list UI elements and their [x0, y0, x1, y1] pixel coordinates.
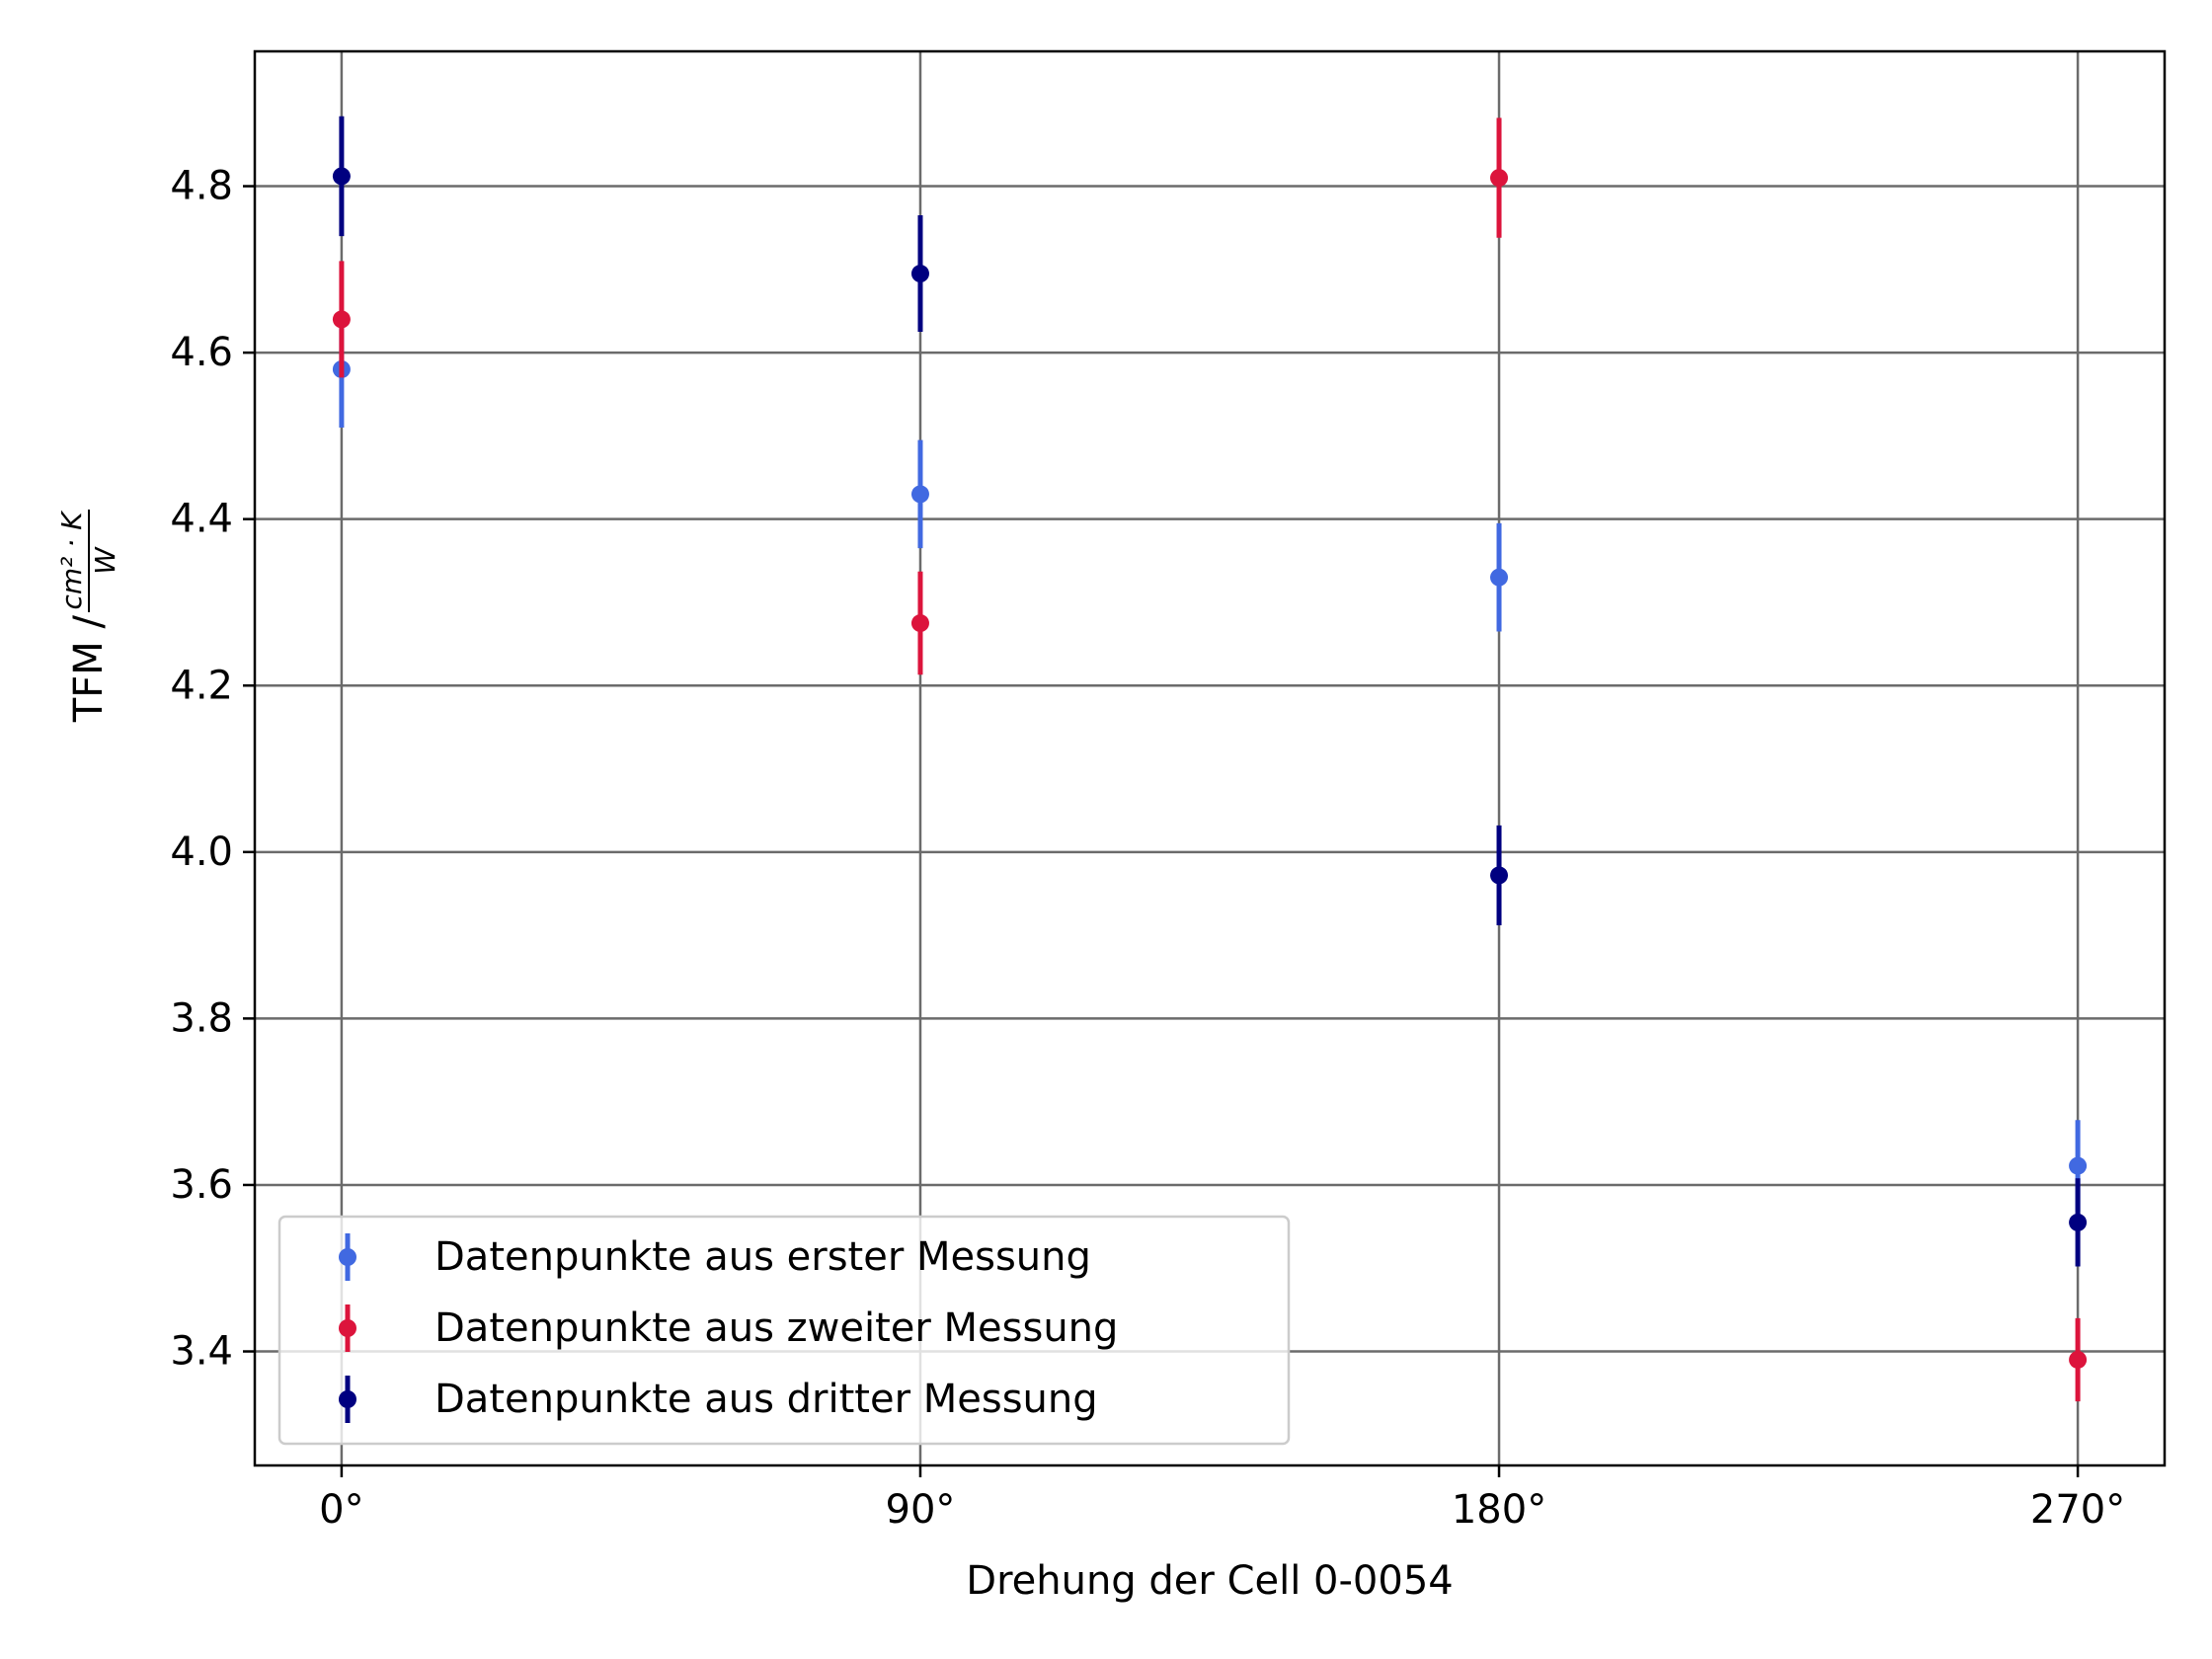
- legend-label: Datenpunkte aus zweiter Messung: [434, 1305, 1118, 1351]
- data-point: [332, 167, 351, 186]
- plot-frame: [253, 49, 2167, 1467]
- legend-marker: [339, 1319, 356, 1337]
- data-point: [910, 614, 929, 633]
- x-tick-label: 180°: [1452, 1487, 1546, 1533]
- data-point: [1490, 169, 1509, 188]
- data-points: [332, 116, 2088, 1402]
- data-point: [910, 485, 929, 504]
- legend: Datenpunkte aus erster Messung Datenpunkt…: [277, 1215, 1291, 1446]
- data-point: [2069, 1156, 2088, 1175]
- x-tick-label: 90°: [886, 1487, 956, 1533]
- x-tick-label: 0°: [319, 1487, 363, 1533]
- legend-label: Datenpunkte aus erster Messung: [434, 1234, 1091, 1280]
- y-tick-label: 4.0: [170, 830, 233, 875]
- y-tick-label: 3.4: [170, 1329, 233, 1375]
- y-tick-label: 3.8: [170, 995, 233, 1041]
- legend-marker: [339, 1248, 356, 1266]
- legend-box: [277, 1215, 1291, 1446]
- x-axis-label: Drehung der Cell 0-0054: [966, 1558, 1453, 1604]
- x-tick-label: 270°: [2030, 1487, 2125, 1533]
- grid: [255, 51, 2165, 1465]
- y-axis-label-numerator: cm² · K: [55, 510, 88, 610]
- data-point: [910, 265, 929, 283]
- y-tick-label: 4.2: [170, 663, 233, 708]
- data-point: [1490, 866, 1509, 885]
- y-axis-label: TFM / cm² · K W: [55, 510, 121, 723]
- ticks: 0° 90° 180° 270° 3.4 3.6 3.8 4.0 4.2 4.4 4.6 4.8: [170, 164, 2125, 1533]
- y-tick-label: 3.6: [170, 1162, 233, 1208]
- y-tick-label: 4.4: [170, 497, 233, 542]
- data-point: [2069, 1213, 2088, 1231]
- y-axis-label-denominator: W: [89, 546, 121, 575]
- data-point: [2069, 1350, 2088, 1369]
- y-tick-label: 4.8: [170, 164, 233, 209]
- y-tick-label: 4.6: [170, 330, 233, 375]
- data-point: [1490, 568, 1509, 587]
- legend-label: Datenpunkte aus dritter Messung: [434, 1377, 1098, 1422]
- y-axis-label-prefix: TFM /: [66, 614, 112, 723]
- data-point: [332, 310, 351, 329]
- legend-marker: [339, 1390, 356, 1408]
